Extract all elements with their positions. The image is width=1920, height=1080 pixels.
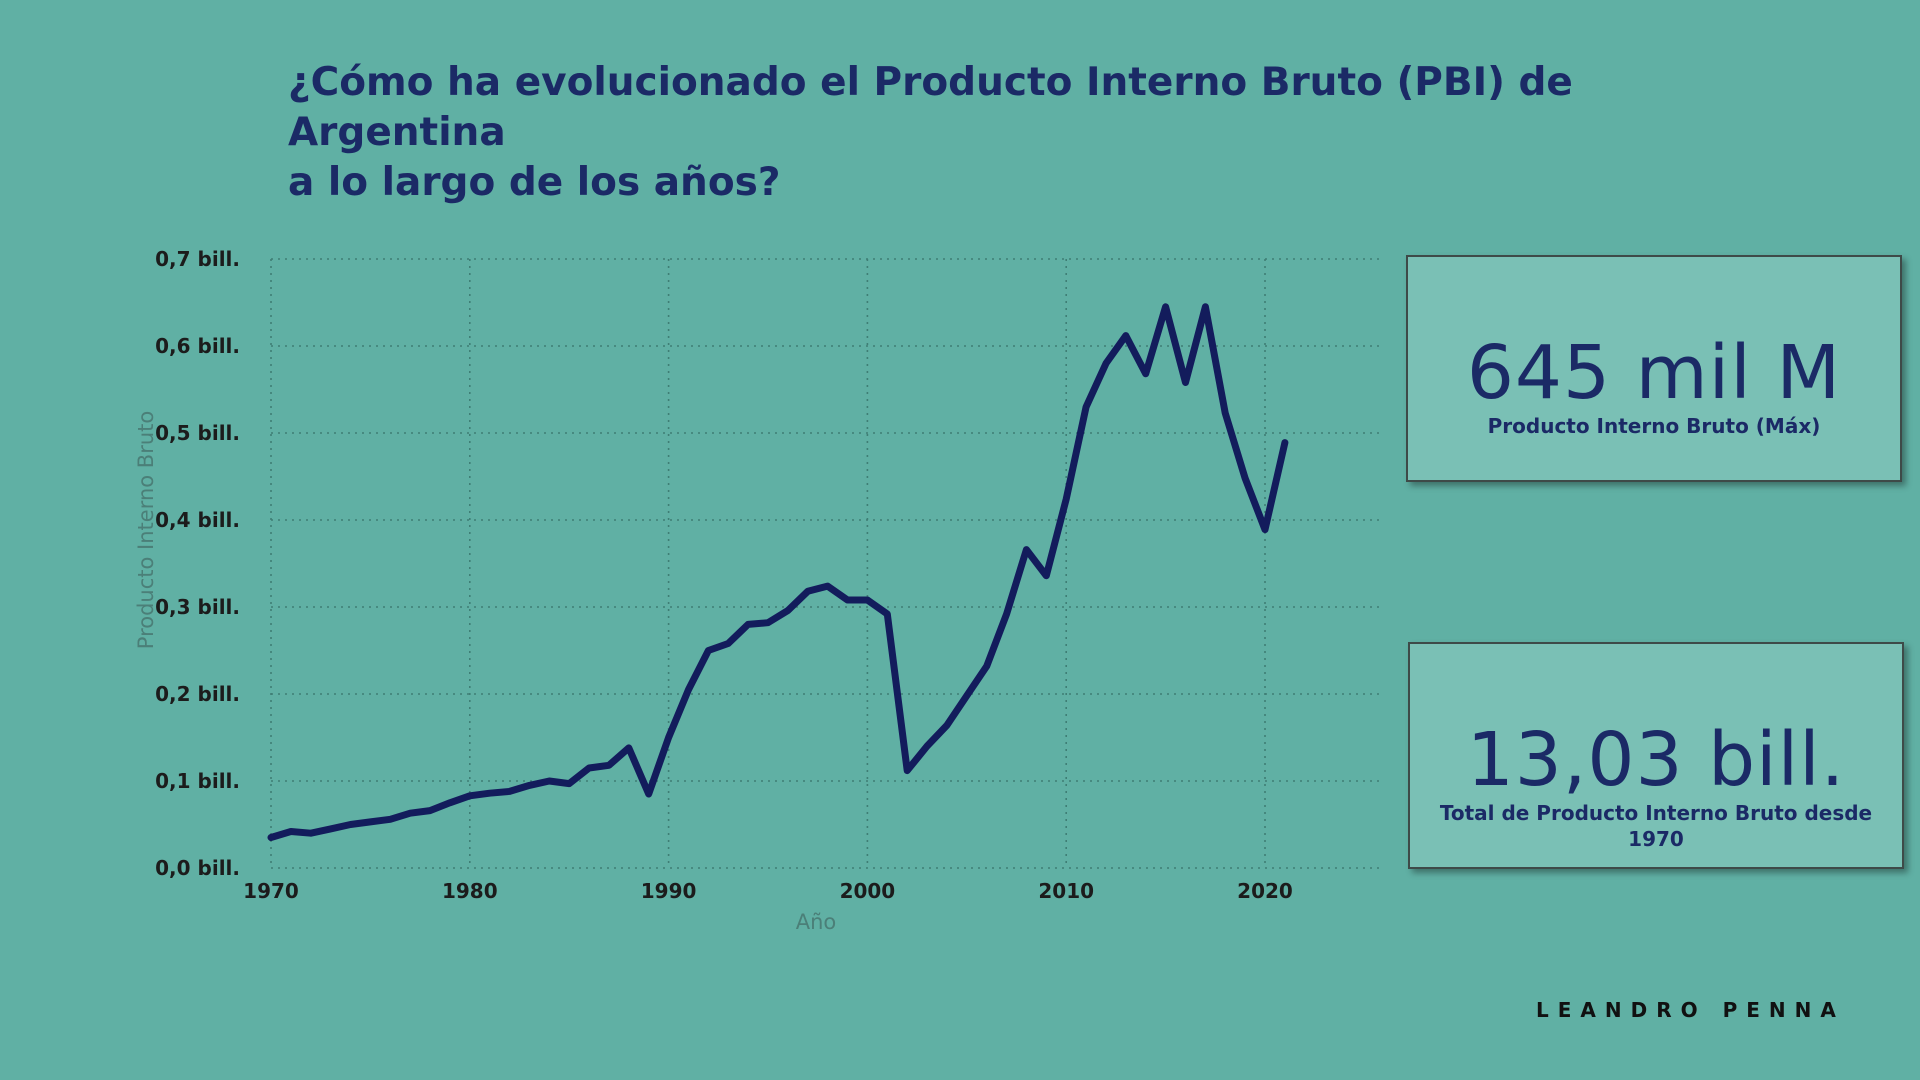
y-axis-ticks: 0,0 bill. 0,1 bill. 0,2 bill. 0,3 bill. 0,4 … <box>155 247 240 880</box>
gdp-series-line <box>267 303 1289 841</box>
y-tick-label: 0,3 bill. <box>155 595 240 619</box>
y-tick-label: 0,5 bill. <box>155 421 240 445</box>
title-line-1: ¿Cómo ha evolucionado el Producto Intern… <box>288 60 1573 155</box>
y-tick-label: 0,6 bill. <box>155 334 240 358</box>
x-axis-title: Año <box>796 910 837 934</box>
author-signature: LEANDRO PENNA <box>1536 998 1845 1022</box>
x-tick-label: 1990 <box>641 879 697 903</box>
x-tick-label: 1980 <box>442 879 498 903</box>
x-tick-label: 2010 <box>1038 879 1094 903</box>
y-axis-title: Producto Interno Bruto <box>134 411 158 649</box>
x-tick-label: 2020 <box>1237 879 1293 903</box>
kpi-total-value: 13,03 bill. <box>1466 717 1846 803</box>
kpi-card-max-gdp: 645 mil M Producto Interno Bruto (Máx) <box>1406 255 1902 482</box>
y-tick-label: 0,0 bill. <box>155 856 240 880</box>
x-tick-label: 2000 <box>840 879 896 903</box>
kpi-max-label: Producto Interno Bruto (Máx) <box>1487 414 1821 438</box>
page-title: ¿Cómo ha evolucionado el Producto Intern… <box>288 58 1688 208</box>
kpi-max-value: 645 mil M <box>1466 330 1842 416</box>
y-tick-label: 0,2 bill. <box>155 682 240 706</box>
series-layer <box>267 303 1289 841</box>
kpi-total-label: Total de Producto Interno Bruto desde 19… <box>1439 801 1873 851</box>
x-axis-ticks: 1970 1980 1990 2000 2010 2020 <box>243 879 1293 903</box>
title-line-2: a lo largo de los años? <box>288 160 781 205</box>
x-tick-label: 1970 <box>243 879 299 903</box>
y-tick-label: 0,1 bill. <box>155 769 240 793</box>
kpi-card-total-gdp: 13,03 bill. Total de Producto Interno Br… <box>1408 642 1904 869</box>
y-tick-label: 0,4 bill. <box>155 508 240 532</box>
y-tick-label: 0,7 bill. <box>155 247 240 271</box>
